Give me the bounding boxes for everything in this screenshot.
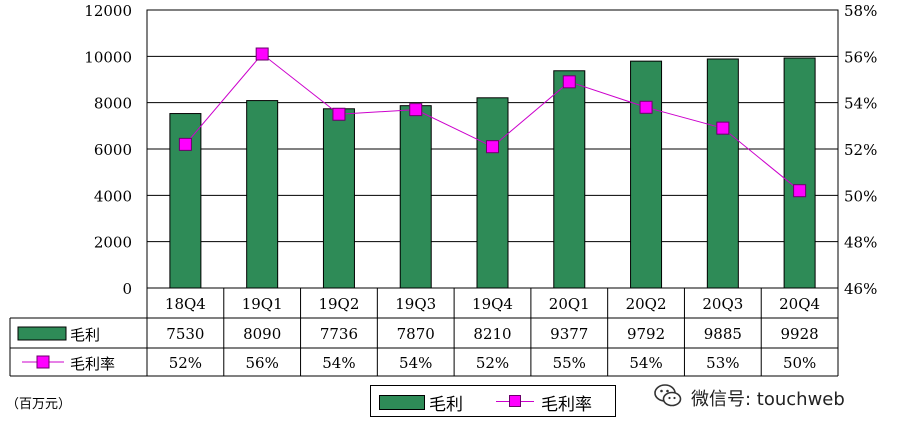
y-right-tick-label: 46%	[844, 280, 877, 298]
legend-bar-swatch	[379, 395, 425, 410]
bar	[630, 60, 663, 289]
row-key-marker	[36, 355, 50, 369]
table-cell-gross-profit: 8210	[473, 325, 511, 343]
table-cell-gross-profit: 8090	[243, 325, 281, 343]
y-right-tick-label: 48%	[844, 234, 877, 252]
x-category-label: 19Q4	[472, 295, 513, 313]
bar	[553, 70, 586, 289]
row-key-bar-swatch	[17, 326, 67, 341]
legend-bar-label: 毛利	[429, 395, 463, 415]
legend-line-label: 毛利率	[541, 395, 592, 415]
bar	[399, 105, 432, 289]
unit-label: （百万元）	[6, 397, 72, 412]
bar	[706, 58, 739, 289]
y-right-tick-label: 52%	[844, 141, 877, 159]
table-cell-gross-margin: 54%	[322, 354, 355, 372]
table-cell-gross-profit: 9885	[704, 325, 742, 343]
margin-point	[332, 107, 346, 121]
table-cell-gross-margin: 50%	[783, 354, 816, 372]
x-category-label: 20Q1	[549, 295, 590, 313]
wechat-icon	[654, 384, 682, 407]
x-category-label: 20Q4	[779, 295, 820, 313]
table-cell-gross-margin: 53%	[706, 354, 739, 372]
table-cell-gross-profit: 7870	[397, 325, 435, 343]
table-cell-gross-margin: 55%	[553, 354, 586, 372]
margin-point	[486, 140, 499, 154]
margin-point	[639, 100, 653, 114]
x-category-label: 20Q2	[626, 295, 667, 313]
bar	[783, 57, 816, 289]
y-left-tick-label: 6000	[94, 141, 132, 159]
margin-point	[562, 75, 576, 89]
y-left-tick-label: 8000	[94, 95, 132, 113]
table-cell-gross-margin: 56%	[245, 354, 278, 372]
margin-point	[178, 137, 192, 151]
table-cell-gross-margin: 52%	[476, 354, 509, 372]
watermark: 微信号: touchweb	[653, 382, 893, 412]
table-cell-gross-profit: 9377	[550, 325, 588, 343]
y-left-tick-label: 2000	[94, 234, 132, 252]
legend-marker-icon	[509, 395, 521, 407]
x-category-label: 18Q4	[165, 295, 206, 313]
margin-point	[409, 103, 423, 117]
table-cell-gross-profit: 9792	[627, 325, 665, 343]
x-category-label: 19Q1	[242, 295, 283, 313]
table-cell-gross-margin: 54%	[629, 354, 662, 372]
row-label-gross-margin: 毛利率	[70, 355, 115, 373]
legend: 毛利 毛利率	[370, 385, 616, 417]
x-category-label: 19Q2	[318, 295, 359, 313]
y-right-tick-label: 56%	[844, 48, 877, 66]
y-right-tick-label: 54%	[844, 95, 877, 113]
table-cell-gross-profit: 7530	[166, 325, 204, 343]
watermark-text: 微信号: touchweb	[691, 389, 845, 410]
y-left-tick-label: 12000	[84, 2, 132, 20]
y-left-tick-label: 4000	[94, 187, 132, 205]
margin-point	[793, 184, 807, 198]
row-label-gross-profit: 毛利	[70, 326, 100, 344]
y-right-tick-label: 50%	[844, 187, 877, 205]
margin-point	[255, 47, 269, 61]
y-left-tick-label: 0	[122, 280, 132, 298]
x-category-label: 20Q3	[702, 295, 743, 313]
y-right-tick-label: 58%	[844, 2, 877, 20]
bar	[246, 100, 279, 289]
table-cell-gross-profit: 7736	[320, 325, 358, 343]
table-cell-gross-margin: 52%	[169, 354, 202, 372]
margin-point	[716, 121, 730, 135]
y-left-tick-label: 10000	[84, 48, 132, 66]
bar	[322, 108, 355, 289]
table-cell-gross-margin: 54%	[399, 354, 432, 372]
x-category-label: 19Q3	[395, 295, 436, 313]
bar	[476, 97, 509, 289]
table-cell-gross-profit: 9928	[781, 325, 819, 343]
